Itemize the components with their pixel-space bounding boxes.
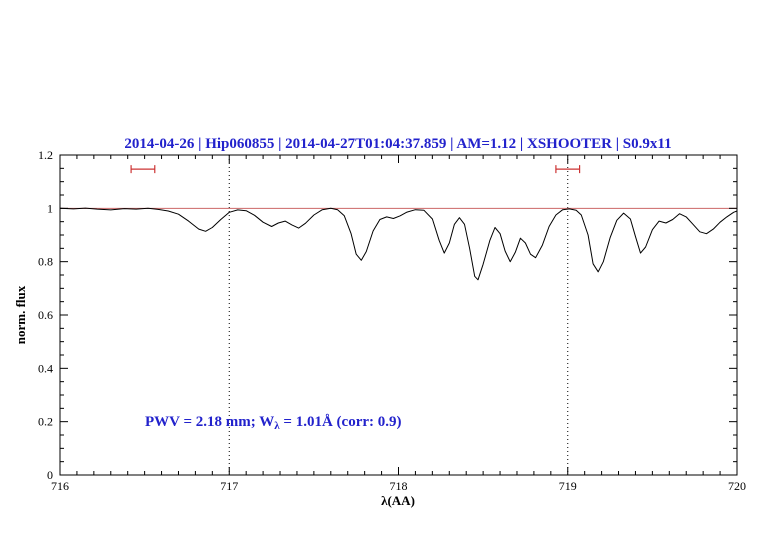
y-tick-label: 0.8: [38, 255, 53, 269]
x-tick-label: 719: [559, 479, 577, 493]
pwv-annotation-prefix: PWV = 2.18 mm; W: [145, 414, 274, 430]
pwv-annotation-subscript: λ: [274, 420, 280, 432]
pwv-annotation: PWV = 2.18 mm; Wλ = 1.01Å (corr: 0.9): [145, 414, 402, 432]
spectrum-line: [59, 207, 738, 281]
y-tick-label: 1.2: [38, 148, 53, 162]
plot-frame: [59, 154, 738, 476]
y-tick-label: 0.4: [38, 361, 53, 375]
pwv-annotation-suffix: = 1.01Å (corr: 0.9): [280, 414, 402, 430]
y-tick-label: 0: [47, 468, 53, 482]
x-tick-label: 720: [728, 479, 746, 493]
x-axis-label: λ(AA): [381, 493, 415, 508]
y-axis-label: norm. flux: [13, 285, 28, 344]
spectrum-series-layer: [59, 207, 738, 281]
y-tick-label: 0.6: [38, 308, 53, 322]
x-tick-label: 718: [390, 479, 408, 493]
tick-labels-layer: 716 717 718 719 720 0 0.2 0.4 0.6 0.8 1 1.2: [38, 148, 746, 493]
y-tick-label: 0.2: [38, 415, 53, 429]
x-tick-label: 716: [51, 479, 69, 493]
y-tick-label: 1: [47, 201, 53, 215]
gridlines-layer: [228, 155, 569, 475]
range-markers-layer: [130, 165, 581, 174]
plot-title: 2014-04-26 | Hip060855 | 2014-04-27T01:0…: [124, 136, 671, 152]
x-tick-label: 717: [220, 479, 238, 493]
